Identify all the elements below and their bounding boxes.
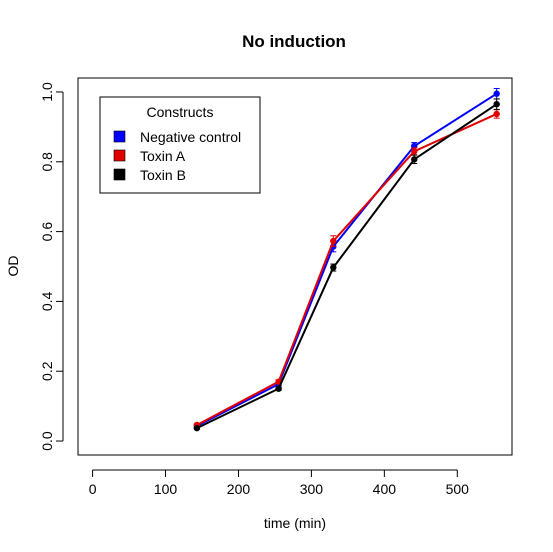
legend-swatch (113, 130, 126, 143)
legend-title: Constructs (147, 104, 214, 120)
x-axis-label: time (min) (264, 515, 326, 531)
legend-entry-label: Negative control (140, 129, 241, 145)
data-point (493, 100, 500, 108)
data-point (493, 110, 500, 118)
x-tick-label: 100 (154, 481, 178, 497)
y-tick-label: 0.8 (39, 152, 55, 172)
data-point (330, 264, 337, 271)
y-tick-label: 0.4 (39, 291, 55, 311)
y-tick-label: 0.2 (39, 361, 55, 381)
y-axis: 0.0 0.2 0.4 0.6 0.8 1.0 (39, 82, 64, 451)
data-point (330, 237, 337, 245)
data-point (193, 424, 201, 432)
x-tick-label: 0 (89, 481, 97, 497)
y-tick-label: 0.0 (39, 431, 55, 451)
series-layer (193, 87, 500, 432)
chart-title: No induction (242, 32, 346, 51)
data-point (411, 148, 418, 155)
series-3 (193, 98, 500, 432)
x-tick-label: 400 (373, 481, 397, 497)
legend: Constructs Negative control Toxin A Toxin … (99, 96, 261, 194)
y-axis-label: OD (5, 256, 21, 277)
legend-entry-label: Toxin A (140, 148, 186, 164)
legend-swatch (113, 168, 126, 181)
x-axis: 0 100 200 300 400 500 (89, 469, 470, 497)
legend-entry-label: Toxin B (140, 167, 186, 183)
data-point (493, 90, 500, 97)
plot-frame (77, 77, 513, 456)
data-point (275, 385, 282, 392)
x-tick-label: 500 (446, 481, 470, 497)
data-point (411, 156, 418, 163)
x-tick-label: 300 (300, 481, 324, 497)
y-tick-label: 1.0 (39, 82, 55, 102)
y-tick-label: 0.6 (39, 222, 55, 242)
legend-swatch (113, 149, 126, 162)
x-tick-label: 200 (227, 481, 251, 497)
legend-box (99, 96, 261, 194)
